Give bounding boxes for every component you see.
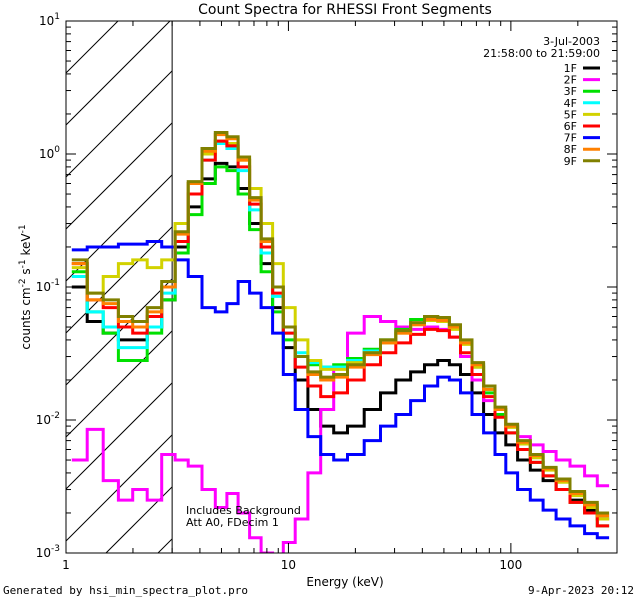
series-7F [71,240,610,540]
legend-label-5F: 5F [564,108,577,121]
y-tick-label: 10-1 [36,278,60,294]
timestamp-label: 9-Apr-2023 20:12 [528,584,634,597]
x-axis-label: Energy (keV) [306,575,383,589]
y-tick-label: 10-3 [36,544,60,560]
legend-label-7F: 7F [564,132,577,145]
series-3F [71,165,610,528]
series-1F [71,161,610,521]
legend-label-6F: 6F [564,120,577,133]
chart-title: Count Spectra for RHESSI Front Segments [198,2,492,18]
legend-label-4F: 4F [564,97,577,110]
y-tick-label: 100 [39,145,60,161]
legend-label-1F: 1F [564,62,577,75]
series-9F [71,131,610,515]
series-2F [71,315,610,553]
annotation-attenuator: Att A0, FDecim 1 [186,516,279,529]
series-5F [71,139,610,521]
y-tick-label: 10-2 [36,411,60,427]
x-tick-label: 1 [62,558,70,572]
axes [65,20,618,554]
x-tick-label: 10 [281,558,296,572]
legend-label-3F: 3F [564,85,577,98]
legend-label-8F: 8F [564,143,577,156]
generator-label: Generated by hsi_min_spectra_plot.pro [3,584,249,597]
x-tick-label: 100 [499,558,522,572]
y-tick-label: 101 [39,12,60,28]
y-axis-label: counts cm-2 s-1 keV-1 [18,224,33,349]
time-range-label: 21:58:00 to 21:59:00 [483,47,600,60]
date-label: 3-Jul-2003 [543,35,600,48]
annotation-background: Includes Background [186,504,301,517]
legend-label-9F: 9F [564,155,577,168]
legend-label-2F: 2F [564,74,577,87]
